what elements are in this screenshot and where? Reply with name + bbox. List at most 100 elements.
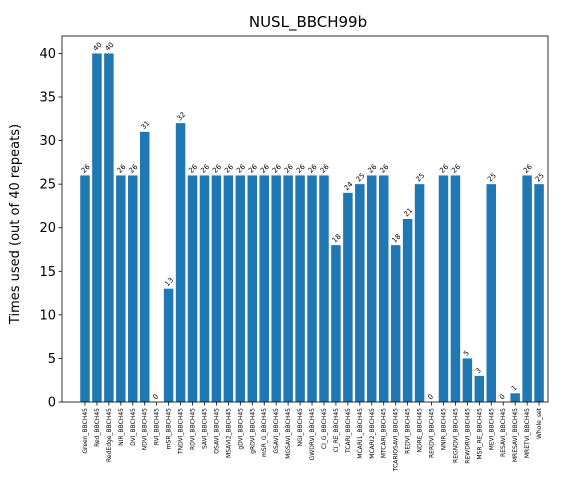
bar [92,53,102,403]
y-axis: 0 5 10 15 20 25 30 35 40 [39,47,62,411]
bar [474,375,485,402]
data-label: 26 [319,163,331,175]
bar [367,175,377,402]
bar [163,288,174,402]
data-label: 26 [522,163,534,175]
x-tick-label: NDRE_BBCH45 [417,408,424,453]
data-label: 25 [355,172,367,184]
x-tick-label: MCARI2_BBCH45 [369,408,376,459]
data-label: 26 [211,163,223,175]
x-tick-label: RDVI_BBCH45 [190,408,197,450]
data-label: 26 [199,163,211,175]
data-label: 26 [283,163,295,175]
bar [510,393,520,402]
data-label: 26 [223,163,235,175]
x-tick-label: Red_BBCH45 [94,408,101,447]
x-tick-label: MEVI_BBCH45 [488,408,495,450]
data-label: 3 [474,366,483,375]
bar [414,184,425,402]
x-tick-label: gDVI_BBCH45 [237,408,244,450]
y-tick-label: 25 [39,178,56,193]
data-label: 26 [378,163,390,175]
data-label: 26 [128,163,140,175]
bar [104,53,114,403]
bar [355,184,365,402]
bar [211,175,222,402]
x-tick-label: DVI_BBCH45 [130,408,137,446]
x-tick-label: MSR_RE_BBCH45 [476,408,483,460]
data-label: 0 [426,393,435,402]
data-label: 13 [163,276,175,288]
x-tick-label: CI_RE_BBCH45 [333,408,340,453]
bar [307,175,317,402]
data-label: 18 [390,233,402,245]
x-axis: Green_BBCH45 Red_BBCH45 RedEdge_BBCH45 NIR_… [82,402,543,472]
data-label: 26 [367,163,379,175]
bar [378,175,389,402]
x-tick-label: MGSAVI_BBCH45 [285,408,292,459]
bar [235,175,246,402]
data-label: 32 [175,111,187,123]
data-label: 25 [486,172,498,184]
y-tick-label: 20 [39,221,56,236]
bar [128,175,138,402]
data-label: 40 [92,41,104,53]
bar [116,175,126,402]
bar [438,175,449,402]
bar [247,175,258,402]
bar [139,131,150,403]
x-tick-label: GWDRVI_BBCH45 [309,408,316,461]
data-label: 31 [139,119,151,131]
x-tick-label: NIR_BBCH45 [118,408,125,446]
bar [331,245,341,402]
x-tick-label: MTCARI_BBCH45 [381,408,388,458]
x-tick-label: REGNDVI_BBCH45 [452,408,459,463]
bar [199,175,210,402]
bar [390,245,401,402]
bar [534,184,544,402]
x-tick-label: gRDVI_BBCH45 [249,408,256,454]
data-label: 0 [151,393,160,402]
bar [343,192,353,402]
x-tick-label: RedEdge_BBCH45 [106,408,113,462]
x-tick-label: MSAVI2_BBCH45 [225,408,232,458]
data-label: 21 [402,206,414,218]
bar [223,175,234,402]
x-tick-label: TCARI_BBCH45 [345,408,352,454]
x-tick-label: Green_BBCH45 [82,408,89,454]
data-label: 1 [510,384,519,393]
data-label: 26 [80,163,92,175]
x-tick-label: NDVI_BBCH45 [142,408,149,451]
data-label: 26 [235,163,247,175]
x-tick-label: mSR_BBCH45 [166,408,173,449]
x-tick-label: RERDVI_BBCH45 [429,408,436,458]
x-tick-label: MCARI1_BBCH45 [357,408,364,459]
x-tick-label: RESAVI_BBCH45 [500,408,507,457]
bar [486,184,497,402]
x-tick-label: MRETVI_BBCH45 [524,408,531,458]
chart-title: NUSL_BBCH99b [249,13,367,32]
data-label: 5 [462,349,471,358]
x-tick-label: SAVI_BBCH45 [201,408,208,449]
plot-frame [61,35,549,403]
data-label: 26 [450,163,462,175]
x-tick-label: TNDVI_BBCH45 [178,408,185,455]
x-tick-label: REDVI_BBCH45 [405,408,412,454]
x-tick-label: GSAVI_BBCH45 [273,408,280,454]
bar [522,175,532,402]
y-tick-label: 10 [39,308,56,323]
data-label: 26 [295,163,307,175]
x-tick-label: CI_G_BBCH45 [321,408,328,449]
data-label: 25 [534,172,546,184]
bar [187,175,198,402]
data-label: 26 [307,163,319,175]
y-tick-label: 15 [39,265,56,280]
bar [462,358,473,402]
bar [175,123,186,402]
y-tick-label: 35 [39,91,56,106]
x-tick-label: RVI_BBCH45 [154,408,161,445]
y-tick-label: 0 [48,396,56,411]
bar [80,175,90,402]
data-label: 40 [104,41,116,53]
x-tick-label: REWDRVI_BBCH45 [464,408,471,464]
